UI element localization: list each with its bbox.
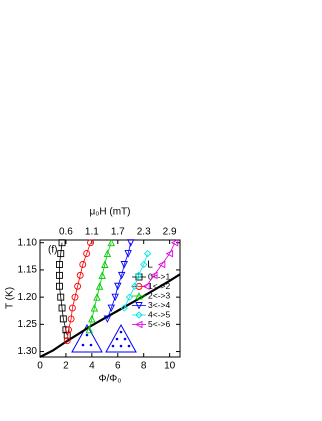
marker [135, 291, 143, 300]
x2-tick-label: 0.6 [59, 227, 73, 238]
marker [93, 293, 101, 301]
x-axis-label: Φ/Φ₀ [99, 374, 122, 385]
marker [63, 337, 71, 345]
marker [95, 282, 104, 290]
marker [124, 250, 132, 258]
fit-line [66, 242, 91, 341]
marker [107, 238, 116, 247]
y-tick-label: 1.30 [18, 346, 38, 357]
marker [79, 261, 87, 268]
marker [134, 320, 143, 329]
marker [57, 293, 65, 301]
y-tick-label: 1.20 [18, 292, 38, 303]
fit-line [88, 242, 112, 330]
marker [134, 271, 143, 280]
marker [85, 325, 93, 334]
x2-axis-label: μ₀H (mT) [89, 207, 130, 218]
x-tick-label: 2 [63, 361, 69, 372]
marker [130, 282, 139, 290]
marker [103, 315, 112, 323]
x2-tick-label: 2.3 [137, 227, 151, 238]
x2-tick-label: 1.1 [85, 227, 99, 238]
marker [88, 314, 96, 323]
marker [87, 239, 95, 247]
marker [57, 250, 65, 258]
marker [58, 239, 66, 247]
marker [120, 304, 128, 312]
marker [142, 282, 150, 290]
marker [111, 293, 119, 302]
x-tick-label: 8 [141, 361, 147, 372]
marker [117, 271, 126, 280]
marker [55, 282, 63, 290]
marker [68, 304, 76, 312]
marker [55, 261, 63, 268]
y-axis-label: T (K) [5, 287, 16, 309]
legend-label: 4<->5 [148, 309, 170, 319]
marker [67, 315, 75, 323]
legend-label: 5<->6 [148, 319, 170, 329]
marker [101, 260, 109, 268]
marker [114, 282, 122, 291]
lattice-inset [71, 323, 137, 353]
x-tick-label: 6 [115, 361, 121, 372]
marker [98, 271, 106, 279]
marker [55, 271, 63, 279]
x2-tick-label: 2.9 [163, 227, 177, 238]
marker [140, 260, 148, 269]
marker [143, 249, 152, 258]
marker [59, 315, 67, 323]
legend-title: L [147, 260, 153, 271]
panel-label: (f) [48, 245, 57, 256]
legend-label: 0<->1 [148, 271, 170, 281]
fit-line [59, 242, 68, 336]
marker [125, 293, 134, 301]
marker [74, 282, 82, 290]
marker [103, 249, 112, 258]
marker [170, 238, 179, 247]
marker [135, 302, 143, 310]
legend-label: 3<->4 [148, 300, 170, 310]
legend-label: 2<->3 [148, 290, 170, 300]
inset-triangle [105, 323, 137, 353]
marker [58, 304, 66, 312]
marker [76, 271, 84, 279]
boundary-line [39, 273, 181, 358]
inset-triangle [71, 323, 103, 353]
x-tick-label: 4 [89, 361, 95, 372]
marker [83, 250, 91, 258]
plot-frame [39, 239, 181, 358]
marker [71, 293, 79, 301]
marker [150, 271, 158, 280]
x-tick-label: 10 [164, 361, 176, 372]
y-tick-label: 1.25 [18, 319, 38, 330]
marker [157, 260, 166, 269]
y-tick-label: 1.15 [18, 265, 38, 276]
x2-tick-label: 1.7 [111, 227, 125, 238]
marker [135, 311, 143, 319]
marker [120, 261, 128, 269]
marker [165, 249, 174, 258]
marker [65, 326, 72, 334]
marker [90, 304, 99, 312]
y-tick-label: 1.10 [18, 237, 38, 248]
marker [107, 304, 116, 313]
marker [127, 239, 135, 247]
x-tick-label: 0 [37, 361, 43, 372]
marker [135, 283, 143, 290]
fit-line [145, 242, 176, 287]
legend-label: 1<->2 [148, 281, 170, 291]
